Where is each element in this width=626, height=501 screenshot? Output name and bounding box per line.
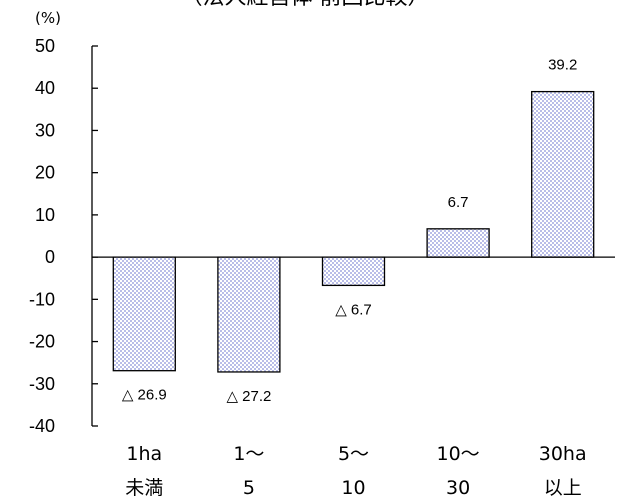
category-label: 1～ [233, 443, 264, 465]
y-tick-label: 30 [35, 120, 55, 140]
y-tick-label: 20 [35, 163, 55, 183]
bar [426, 228, 490, 258]
category-label: 5 [243, 477, 255, 499]
category-label: 5～ [338, 443, 369, 465]
category-label: 未満 [125, 477, 163, 499]
y-tick-label: -30 [29, 374, 55, 394]
bar [531, 90, 595, 258]
data-label: 6.7 [448, 194, 469, 211]
y-axis-unit-label: (%) [35, 9, 61, 27]
category-label: 30 [446, 477, 470, 499]
y-tick-label: 0 [45, 247, 55, 267]
bars [112, 90, 595, 373]
category-labels: 1ha 未満 1～ 5 5～ 10 10～ 30 30ha 以上 [125, 443, 586, 499]
bar [321, 256, 386, 287]
data-label: △ 26.9 [122, 387, 167, 404]
bar [217, 256, 281, 373]
category-label: 1ha [126, 443, 162, 465]
y-tick-label: -20 [29, 332, 55, 352]
y-tick-label: 50 [35, 36, 55, 56]
category-label: 10 [341, 477, 365, 499]
chart-title: （法人経営体 前回比較） [181, 0, 430, 10]
y-axis: 50 40 30 20 10 0 -10 -20 -30 -40 [29, 36, 615, 436]
bar [112, 256, 176, 372]
y-tick-label: 40 [35, 78, 55, 98]
y-tick-label: -40 [29, 416, 55, 436]
y-tick-label: 10 [35, 205, 55, 225]
category-label: 30ha [539, 443, 587, 465]
data-label: 39.2 [548, 57, 577, 74]
data-label: △ 6.7 [335, 301, 372, 318]
category-label: 以上 [544, 477, 582, 499]
data-labels: △ 26.9 △ 27.2 △ 6.7 6.7 39.2 [122, 57, 577, 405]
data-label: △ 27.2 [226, 388, 271, 405]
y-tick-label: -10 [29, 289, 55, 309]
category-label: 10～ [437, 443, 480, 465]
